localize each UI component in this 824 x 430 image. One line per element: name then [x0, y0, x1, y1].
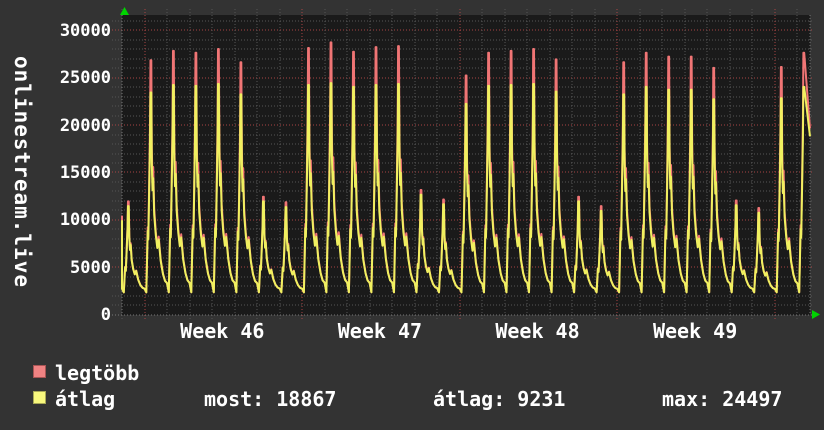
y-tick-label: 20000: [59, 115, 111, 136]
stat-most: most: 18867: [204, 387, 337, 411]
y-tick-label: 10000: [59, 210, 111, 231]
stat-atlag: átlag: 9231: [433, 387, 566, 411]
y-tick-label: 30000: [59, 20, 111, 41]
y-tick-label: 5000: [70, 257, 111, 278]
y-tick-label: 15000: [59, 162, 111, 183]
legend-swatch-atlag: [33, 391, 46, 404]
week-label: Week 47: [337, 319, 423, 343]
x-axis-arrow-right-icon: [812, 310, 820, 319]
legend-swatch-legtobb: [33, 365, 46, 378]
legend-label-legtobb: legtöbb: [55, 361, 140, 385]
week-label: Week 48: [495, 319, 580, 343]
stat-max: max: 24497: [662, 387, 783, 411]
y-axis-arrow-up-icon: [120, 7, 129, 15]
week-label: Week 46: [180, 319, 265, 343]
series-atlag-line: [121, 82, 811, 294]
legend-label-atlag: átlag: [55, 387, 116, 411]
y-tick-label: 0: [100, 305, 111, 325]
y-tick-label: 25000: [59, 68, 111, 89]
week-label: Week 49: [652, 319, 738, 343]
